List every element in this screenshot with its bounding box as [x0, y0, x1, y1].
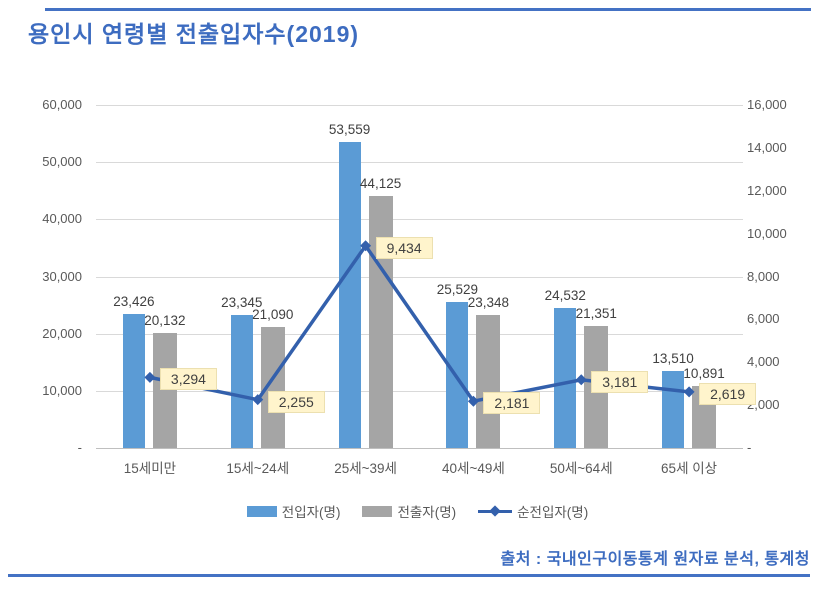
chart-legend: 전입자(명) 전출자(명) 순전입자(명)	[0, 501, 835, 521]
net-inflow-value-label: 3,181	[591, 370, 649, 393]
legend-item-net-inflow: 순전입자(명)	[478, 501, 588, 521]
outflow-value-label: 21,090	[252, 307, 294, 323]
right-axis-tick: 14,000	[747, 139, 787, 155]
left-axis-tick: -	[77, 440, 82, 455]
net-inflow-value-label: 2,619	[699, 382, 757, 405]
legend-label: 순전입자(명)	[517, 505, 589, 520]
bottom-divider	[8, 574, 810, 577]
right-axis-tick: -	[747, 440, 752, 455]
legend-line-marker	[489, 504, 501, 517]
gridline	[96, 219, 743, 221]
net-inflow-value-label: 2,255	[267, 390, 325, 413]
inflow-bar	[338, 141, 361, 448]
left-axis-tick: 10,000	[42, 382, 82, 398]
right-axis-tick: 4,000	[747, 354, 780, 370]
inflow-value-label: 53,559	[328, 121, 371, 137]
page-title: 용인시 연령별 전출입자수(2019)	[28, 21, 360, 47]
x-axis-label: 50세~64세	[549, 461, 613, 476]
x-axis-label: 25세~39세	[334, 461, 397, 476]
line-marker	[252, 394, 264, 406]
net-inflow-legend-swatch	[478, 504, 513, 517]
x-axis-label: 40세~49세	[442, 461, 505, 476]
legend-label: 전입자(명)	[281, 505, 341, 520]
inflow-bar	[446, 302, 469, 448]
x-axis: 15세미만 15세~24세 25세~39세 40세~49세 50세~64세 65세 이상	[96, 457, 743, 477]
line-marker	[360, 240, 372, 252]
gridline	[96, 333, 743, 335]
gridline	[96, 390, 743, 392]
outflow-value-label: 20,132	[144, 312, 186, 328]
left-axis: 60,000 50,000 40,000 30,000 20,000 10,000 -	[14, 97, 82, 455]
gridline	[96, 162, 743, 164]
inflow-value-label: 25,529	[436, 282, 479, 298]
inflow-value-label: 24,532	[544, 287, 586, 303]
inflow-value-label: 13,510	[652, 350, 694, 366]
outflow-value-label: 21,351	[575, 305, 617, 321]
outflow-legend-swatch	[362, 505, 393, 517]
outflow-value-label: 44,125	[359, 175, 402, 191]
net-inflow-value-label: 2,181	[483, 392, 541, 415]
left-axis-tick: 60,000	[42, 97, 82, 112]
net-inflow-value-label: 9,434	[375, 236, 433, 259]
gridline	[96, 276, 743, 278]
outflow-bar	[476, 314, 501, 448]
right-axis-tick: 12,000	[747, 182, 787, 198]
x-axis-line	[96, 448, 743, 449]
right-axis-tick: 16,000	[747, 97, 787, 112]
top-divider	[45, 8, 811, 11]
line-marker	[575, 374, 587, 386]
legend-label: 전출자(명)	[397, 505, 457, 520]
net-inflow-value-label: 3,294	[159, 368, 217, 391]
left-axis-tick: 40,000	[42, 211, 82, 227]
inflow-value-label: 23,345	[221, 294, 263, 310]
outflow-value-label: 23,348	[467, 294, 510, 310]
x-axis-label: 15세~24세	[226, 461, 290, 476]
source-caption: 출처 : 국내인구이동통계 원자료 분석, 통계청	[500, 551, 810, 568]
outflow-bar	[152, 332, 177, 448]
inflow-value-label: 23,426	[113, 294, 155, 310]
right-axis-tick: 8,000	[747, 268, 780, 284]
plot-area: 23,426 23,345 53,559 25,529 24,532 13,510 20,1…	[96, 105, 757, 449]
outflow-value-label: 10,891	[683, 365, 725, 381]
left-axis-tick: 30,000	[42, 268, 82, 284]
inflow-legend-swatch	[246, 505, 277, 517]
line-marker	[467, 395, 479, 407]
line-marker	[683, 386, 695, 398]
inflow-bar	[230, 314, 253, 448]
inflow-bar	[554, 307, 577, 448]
right-axis-tick: 10,000	[747, 225, 787, 241]
x-axis-label: 65세 이상	[661, 461, 718, 476]
gridline	[96, 105, 743, 106]
right-axis-tick: 6,000	[747, 311, 780, 327]
left-axis-tick: 50,000	[42, 154, 82, 170]
legend-item-inflow: 전입자(명)	[246, 501, 341, 521]
x-axis-label: 15세미만	[123, 461, 177, 476]
right-axis: 16,000 14,000 12,000 10,000 8,000 6,000 4,000 2…	[747, 97, 817, 455]
net-inflow-line	[144, 240, 695, 407]
line-marker	[144, 371, 156, 383]
inflow-bar	[122, 314, 145, 448]
legend-item-outflow: 전출자(명)	[362, 501, 456, 521]
left-axis-tick: 20,000	[42, 325, 82, 341]
